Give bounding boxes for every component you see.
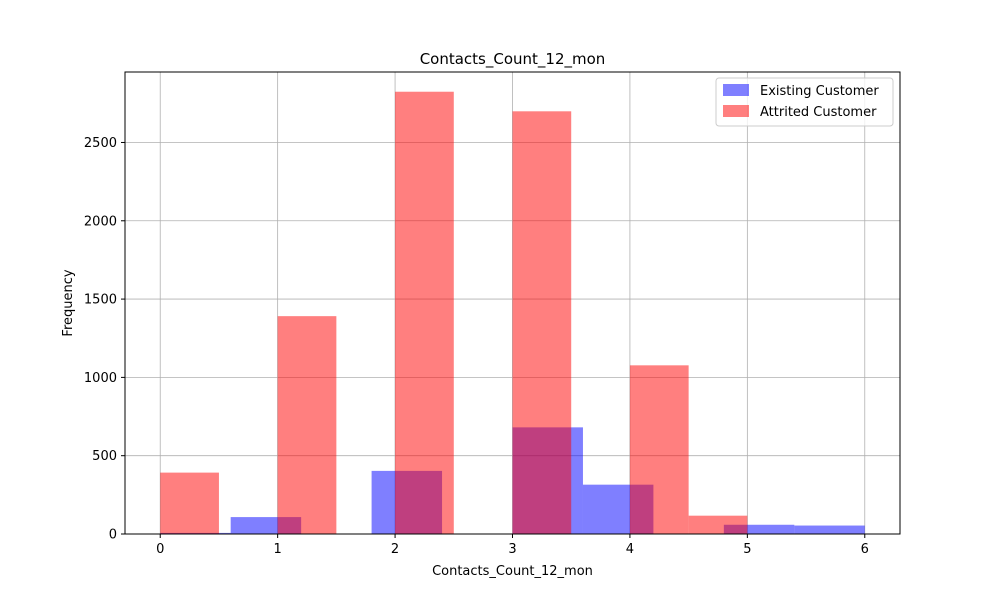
legend-swatch-existing [723,84,749,96]
bar-attrited [629,365,689,534]
x-tick-label: 4 [626,542,634,557]
x-tick-label: 1 [274,542,282,557]
y-tick-label: 2000 [84,214,117,229]
chart-title: Contacts_Count_12_mon [420,50,606,69]
x-axis-label: Contacts_Count_12_mon [432,564,593,579]
y-tick-label: 1500 [84,293,117,308]
y-axis-ticks: 0 500 1000 1500 2000 2500 [84,136,125,543]
bar-existing [723,524,795,534]
bar-attrited [688,515,748,534]
legend-label-attrited: Attrited Customer [760,105,877,120]
x-axis-ticks: 0 1 2 3 4 5 6 [156,534,869,557]
y-tick-label: 0 [109,528,117,543]
x-tick-label: 2 [391,542,399,557]
bar-attrited [512,111,572,535]
y-axis-label: Frequency [61,269,76,336]
bars [160,91,865,535]
bar-attrited [277,316,337,534]
bar-existing [794,525,865,534]
legend-swatch-attrited [723,105,749,117]
legend: Existing Customer Attrited Customer [715,77,894,127]
y-tick-label: 500 [92,449,117,464]
legend-box [715,77,894,127]
x-tick-label: 6 [861,542,869,557]
y-tick-label: 1000 [84,371,117,386]
bar-attrited [160,472,219,534]
y-tick-label: 2500 [84,136,117,151]
legend-label-existing: Existing Customer [760,84,879,99]
x-tick-label: 3 [508,542,516,557]
x-tick-label: 0 [156,542,164,557]
x-tick-label: 5 [743,542,751,557]
bar-attrited [395,91,454,534]
